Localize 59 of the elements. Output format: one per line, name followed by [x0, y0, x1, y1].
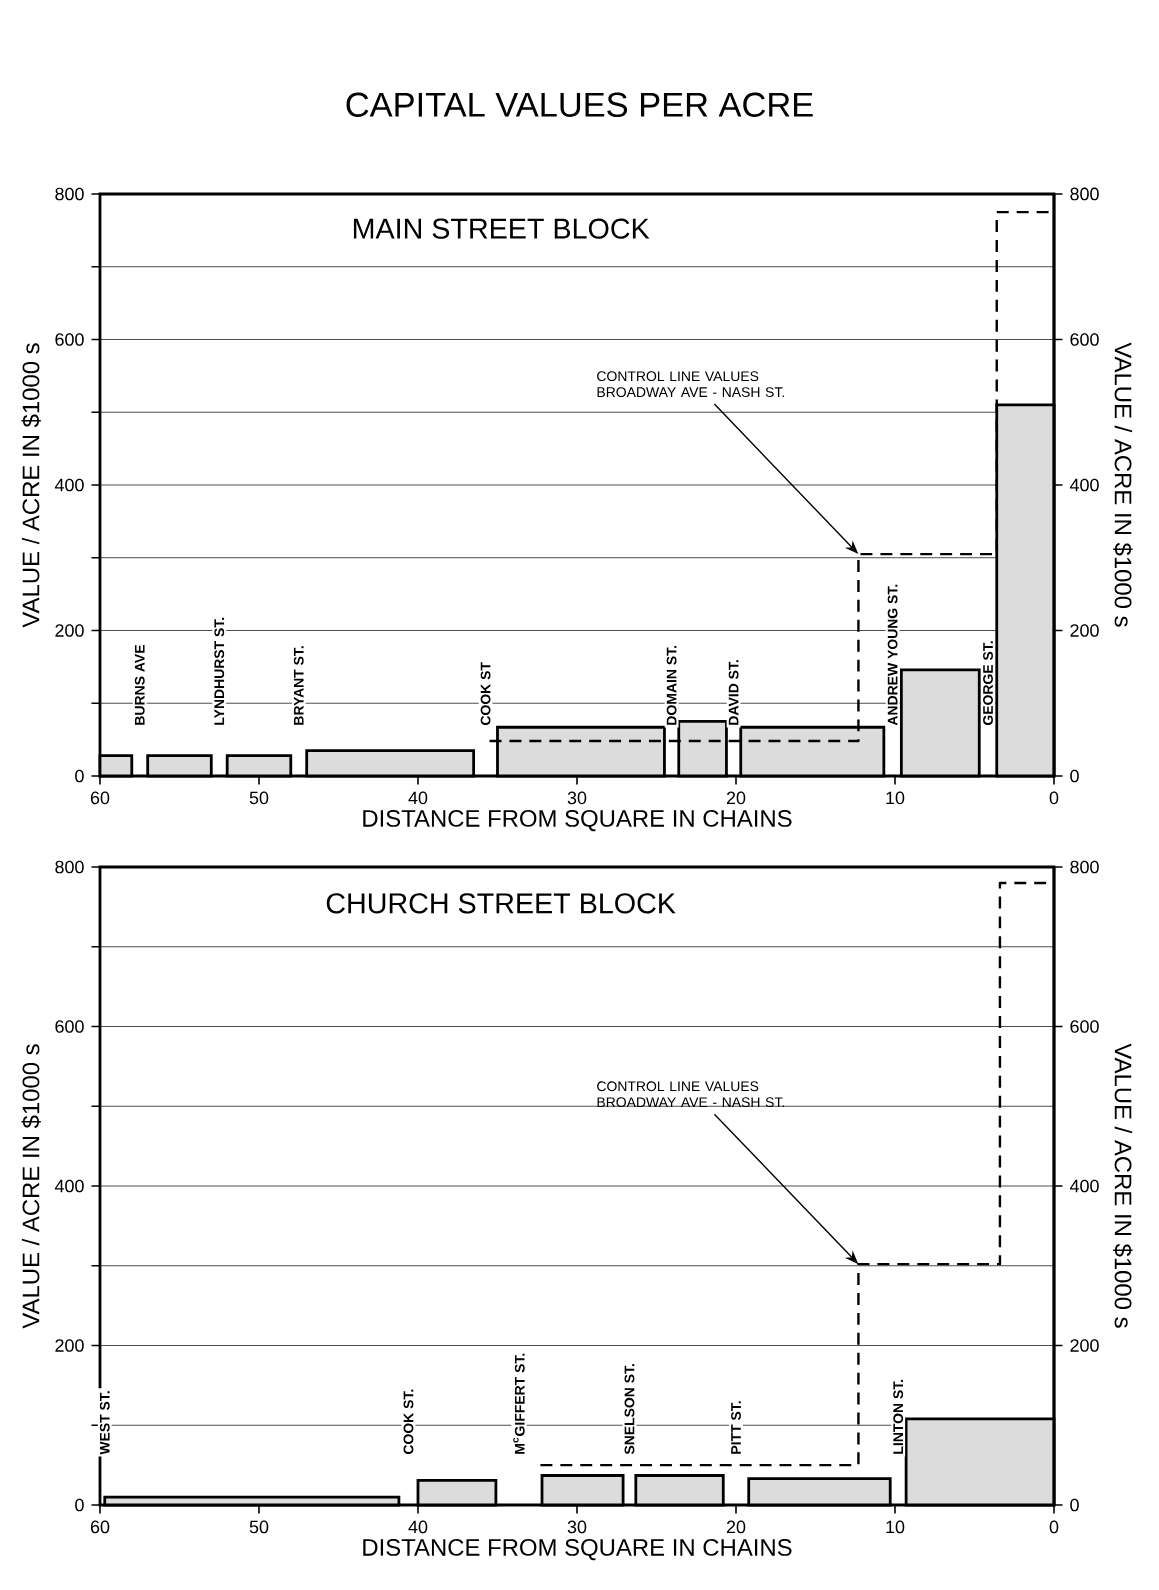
y-tick-label: 600 — [55, 333, 84, 346]
y2-tick-label: 200 — [1070, 624, 1099, 637]
annotation: COOK ST — [480, 662, 491, 726]
annotation: SNELSON ST. — [624, 1364, 635, 1455]
y-tick-label: 0 — [75, 769, 84, 783]
x-tick-label: 20 — [726, 791, 746, 805]
y2-axis-title: VALUE / ACRE IN $1000 s — [1113, 342, 1133, 627]
y2-tick-label: 800 — [1070, 860, 1099, 874]
annotation: CONTROL LINE VALUES BROADWAY AVE - NASH ST. — [597, 1081, 784, 1108]
x-tick-label: 0 — [1049, 791, 1059, 805]
x-tick-label: 0 — [1049, 1520, 1059, 1534]
x-tick-label: 50 — [249, 1520, 269, 1534]
y-tick-label: 400 — [54, 1179, 84, 1193]
x-tick-label: 10 — [886, 791, 905, 805]
annotation: BRYANT ST. — [293, 646, 304, 725]
y2-tick-label: 200 — [1070, 1339, 1099, 1352]
y-tick-label: 200 — [55, 1339, 84, 1352]
x-tick-label: 50 — [249, 791, 269, 805]
x-tick-label: 30 — [567, 791, 587, 805]
x-tick-label: 60 — [90, 1520, 110, 1534]
annotation: DAVID ST. — [728, 660, 739, 725]
y-axis-title: VALUE / ACRE IN $1000 s — [21, 1044, 41, 1329]
annotation: COOK ST. — [403, 1389, 414, 1455]
x-tick-label: 40 — [408, 791, 428, 805]
y-tick-label: 0 — [75, 1498, 84, 1512]
x-axis-title: DISTANCE FROM SQUARE IN CHAINS — [363, 809, 792, 832]
annotation: M$^{c}$GIFFERT ST. — [513, 1353, 525, 1454]
y-axis-title: VALUE / ACRE IN $1000 s — [21, 343, 41, 628]
y-tick-label: 800 — [55, 187, 84, 201]
annotation: LYNDHURST ST. — [214, 617, 225, 725]
x-axis-title: DISTANCE FROM SQUARE IN CHAINS — [363, 1538, 792, 1561]
y2-tick-label: 800 — [1070, 187, 1099, 201]
y-tick-label: 600 — [55, 1020, 84, 1033]
text: CHURCH STREET BLOCK — [326, 893, 676, 914]
annotation: BURNS AVE — [134, 645, 145, 725]
y-tick-label: 200 — [55, 624, 84, 637]
chart-title: CAPITAL VALUES PER ACRE — [346, 92, 813, 117]
x-tick-label: 30 — [567, 1520, 587, 1534]
y2-axis-title: VALUE / ACRE IN $1000 s — [1113, 1043, 1133, 1328]
y2-tick-label: 400 — [1069, 1179, 1099, 1193]
annotation: CONTROL LINE VALUES BROADWAY AVE - NASH ST. — [597, 371, 784, 398]
x-tick-label: 20 — [726, 1520, 746, 1534]
x-tick-label: 60 — [90, 791, 110, 805]
annotation: DOMAIN ST. — [666, 645, 677, 725]
text: MAIN STREET BLOCK — [353, 218, 650, 239]
annotation: PITT ST. — [731, 1401, 741, 1454]
annotation: WEST ST. — [99, 1391, 110, 1455]
y2-tick-label: 0 — [1070, 1498, 1079, 1512]
x-tick-label: 10 — [886, 1520, 905, 1534]
y2-tick-label: 600 — [1070, 1020, 1099, 1033]
y2-tick-label: 600 — [1070, 333, 1099, 346]
annotation: LINTON ST. — [893, 1379, 904, 1454]
x-tick-label: 40 — [408, 1520, 428, 1534]
y2-tick-label: 0 — [1070, 769, 1079, 783]
y-tick-label: 400 — [54, 478, 84, 492]
annotation: GEORGE ST. — [983, 641, 993, 726]
annotation: ANDREW YOUNG ST. — [887, 584, 898, 726]
y2-tick-label: 400 — [1069, 478, 1099, 492]
y-tick-label: 800 — [55, 860, 84, 874]
